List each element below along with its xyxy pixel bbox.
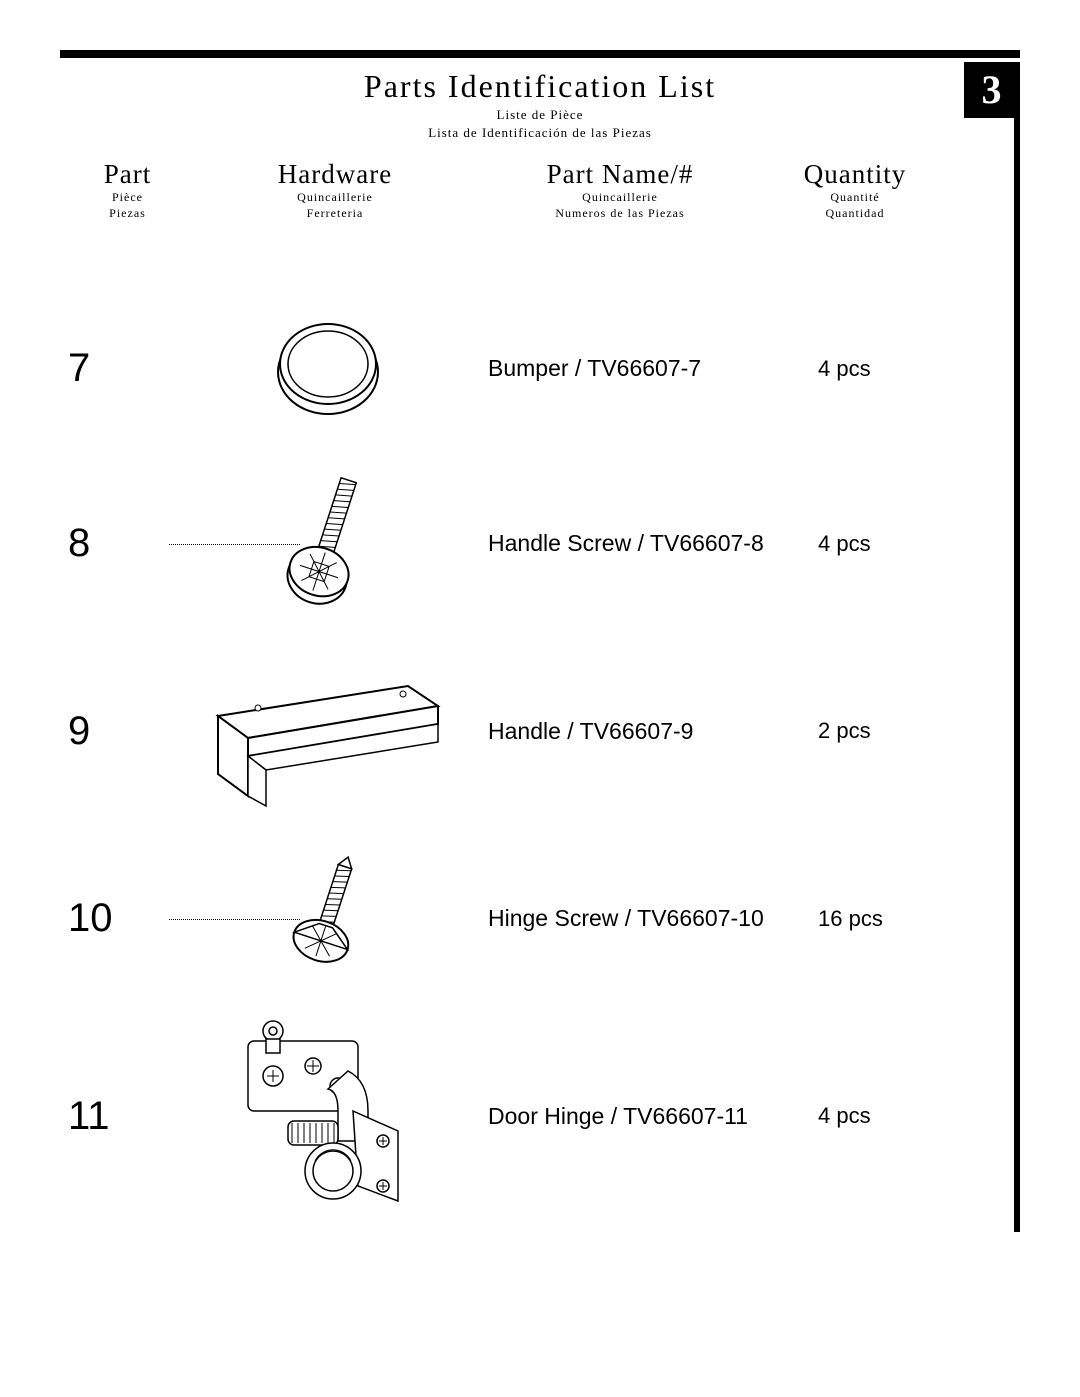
bumper-icon	[258, 314, 398, 424]
hdr-part: Part	[60, 159, 195, 190]
part-qty: 16 pcs	[788, 906, 968, 932]
title-fr: Liste de Pièce	[60, 107, 1020, 123]
column-headers: Part Pièce Piezas Hardware Quincaillerie…	[60, 159, 1020, 221]
hardware-illustration	[168, 314, 488, 424]
part-number: 9	[60, 709, 168, 754]
hardware-illustration	[168, 854, 488, 984]
hdr-qty-es: Quantidad	[765, 206, 945, 222]
part-name: Handle Screw / TV66607-8	[488, 530, 788, 557]
row-7: 7 Bumper / TV66607-7 4 pcs	[60, 281, 1020, 456]
door-hinge-icon	[218, 1011, 438, 1221]
part-number: 7	[60, 346, 168, 391]
part-name: Bumper / TV66607-7	[488, 355, 788, 382]
hardware-illustration	[168, 646, 488, 816]
part-qty: 4 pcs	[788, 356, 968, 382]
handle-icon	[198, 646, 458, 816]
part-name: Hinge Screw / TV66607-10	[488, 905, 788, 932]
parts-rows: 7 Bumper / TV66607-7 4 pcs 8	[60, 281, 1020, 1226]
row-9: 9 Handle / TV66607-9 2 pcs	[60, 631, 1020, 831]
hinge-screw-icon	[263, 854, 393, 984]
hdr-name-fr: Quincaillerie	[475, 190, 765, 206]
handle-screw-icon	[258, 469, 398, 619]
hardware-illustration	[168, 469, 488, 619]
top-rule	[60, 50, 1020, 58]
hdr-qty-fr: Quantité	[765, 190, 945, 206]
title-block: Parts Identification List Liste de Pièce…	[60, 68, 1020, 141]
hdr-name: Part Name/#	[475, 159, 765, 190]
page-number: 3	[964, 62, 1020, 118]
part-qty: 4 pcs	[788, 531, 968, 557]
part-name: Handle / TV66607-9	[488, 718, 788, 745]
hdr-qty: Quantity	[765, 159, 945, 190]
row-10: 10	[60, 831, 1020, 1006]
hdr-hw-es: Ferreteria	[195, 206, 475, 222]
part-name: Door Hinge / TV66607-11	[488, 1103, 788, 1130]
hardware-illustration	[168, 1011, 488, 1221]
row-11: 11	[60, 1006, 1020, 1226]
title-es: Lista de Identificación de las Piezas	[60, 125, 1020, 141]
row-8: 8	[60, 456, 1020, 631]
part-number: 11	[60, 1094, 168, 1139]
part-qty: 2 pcs	[788, 718, 968, 744]
hdr-name-es: Numeros de las Piezas	[475, 206, 765, 222]
page: 3 Parts Identification List Liste de Piè…	[0, 0, 1080, 1397]
part-number: 8	[60, 521, 168, 566]
hdr-hw-fr: Quincaillerie	[195, 190, 475, 206]
hdr-hw: Hardware	[195, 159, 475, 190]
hdr-part-fr: Pièce	[60, 190, 195, 206]
hdr-part-es: Piezas	[60, 206, 195, 222]
part-qty: 4 pcs	[788, 1103, 968, 1129]
title-en: Parts Identification List	[60, 68, 1020, 105]
part-number: 10	[60, 896, 168, 941]
